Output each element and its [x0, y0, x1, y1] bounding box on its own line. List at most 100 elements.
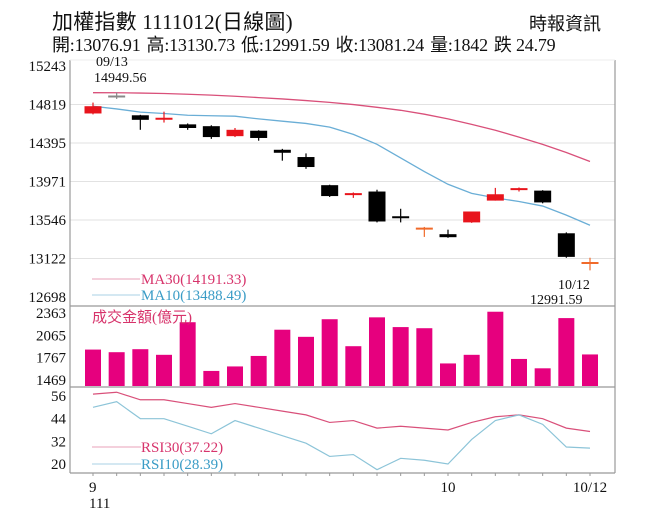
candle-body: [486, 194, 504, 201]
volume-legend: 成交金額(億元): [92, 308, 192, 326]
volume-tick-label: 2065: [36, 328, 66, 344]
candle: [321, 184, 339, 197]
candle-body: [297, 157, 315, 168]
x-tick-label: 9: [89, 480, 97, 496]
high-value-annotation: 14949.56: [94, 71, 147, 86]
volume-bar: [298, 336, 314, 386]
volume-bar: [179, 322, 196, 386]
volume-tick-label: 1469: [36, 373, 66, 389]
candle: [226, 127, 244, 138]
candle-body: [557, 233, 575, 257]
candle-body: [321, 185, 339, 197]
candle: [439, 229, 457, 238]
volume-bar: [463, 354, 480, 386]
volume-bar: [511, 358, 527, 386]
candle: [463, 211, 481, 223]
candle: [392, 208, 410, 223]
volume-panel: 2363 2065 1767 1469: [36, 306, 598, 389]
x-tick-label: 10/12: [573, 480, 607, 496]
price-tick-label: 12698: [29, 290, 67, 306]
candle: [108, 92, 126, 99]
candle-body: [250, 130, 268, 138]
candle: [581, 257, 599, 271]
candle-body: [84, 106, 102, 114]
candle: [131, 114, 149, 130]
volume-bar: [534, 368, 551, 386]
candle: [155, 111, 173, 123]
high-value: 高:13130.73: [146, 35, 236, 55]
volume-bar: [321, 319, 338, 386]
ma30-legend: MA30(14191.33): [141, 272, 246, 288]
low-date-annotation: 10/12: [558, 278, 590, 293]
ohlc-summary: 開:13076.91 高:13130.73 低:12991.59 收:13081.24…: [52, 31, 561, 57]
rsi30-legend: RSI30(37.22): [141, 440, 223, 456]
volume-bar: [558, 318, 575, 386]
volume-bar: [250, 355, 267, 386]
open-value: 開:13076.91: [52, 35, 141, 55]
candle: [273, 148, 291, 161]
rsi10-legend: RSI10(28.39): [141, 457, 223, 473]
candle: [510, 187, 528, 192]
price-tick-label: 14819: [29, 97, 67, 113]
volume-bar: [227, 366, 243, 386]
candle: [179, 123, 197, 130]
price-tick-label: 14395: [29, 136, 67, 152]
volume-bar: [108, 352, 125, 386]
ma10-legend: MA10(13488.49): [141, 288, 246, 304]
candle: [368, 189, 386, 223]
rsi-tick-label: 56: [51, 389, 67, 405]
ma10-line: [92, 105, 591, 226]
candle: [344, 192, 362, 198]
volume-bar: [345, 346, 362, 386]
volume-tick-label: 2363: [36, 306, 66, 322]
high-date-annotation: 09/13: [96, 55, 128, 70]
volume-bar: [487, 311, 504, 386]
candle: [557, 232, 575, 258]
x-tick-label: 10: [441, 480, 456, 496]
volume-bar: [132, 349, 149, 386]
low-value: 低:12991.59: [241, 35, 330, 55]
low-value-annotation: 12991.59: [530, 293, 583, 308]
volume-bar: [203, 370, 220, 386]
ma30-line: [92, 92, 591, 163]
rsi-panel: 56 44 32 20: [51, 389, 591, 473]
volume-bar: [369, 317, 385, 386]
price-tick-label: 15243: [29, 59, 67, 75]
volume-bar: [416, 328, 433, 386]
rsi30-line: [92, 391, 591, 433]
x-year-label: 111: [89, 496, 110, 512]
candle-body: [439, 234, 457, 238]
chart-labels: 09/13 14949.56 10/12 12991.59 MA30(14191…: [92, 55, 590, 473]
candle-body: [463, 211, 481, 223]
candle-body: [273, 149, 291, 153]
candle: [250, 130, 268, 141]
volume-value: 量:1842: [430, 35, 488, 55]
candle: [415, 226, 433, 237]
close-value: 收:13081.24: [335, 35, 425, 55]
candle: [84, 102, 102, 115]
candle-body: [202, 126, 220, 138]
price-tick-label: 13971: [29, 174, 67, 190]
price-panel: 15243 14819 14395 13971 13546 13122 12698: [29, 59, 615, 306]
rsi-tick-label: 32: [51, 434, 66, 450]
price-tick-label: 13122: [29, 252, 67, 268]
candle: [202, 125, 220, 139]
candle-body: [131, 115, 149, 120]
volume-bar: [392, 327, 409, 386]
volume-tick-label: 1767: [36, 351, 67, 367]
candle: [486, 187, 504, 201]
candle-body: [368, 191, 386, 222]
volume-bar: [85, 349, 101, 386]
price-tick-label: 13546: [29, 213, 67, 229]
source-label: 時報資訊: [529, 14, 601, 34]
chart-title: 加權指數 1111012(日線圖): [52, 10, 293, 34]
rsi10-line: [92, 401, 591, 471]
candle: [534, 190, 552, 204]
volume-bar: [274, 329, 291, 386]
volume-bar: [440, 363, 456, 386]
candle-body: [226, 129, 244, 137]
rsi-tick-label: 44: [51, 412, 67, 428]
candle-body: [179, 124, 197, 128]
rsi-tick-label: 20: [51, 457, 66, 473]
